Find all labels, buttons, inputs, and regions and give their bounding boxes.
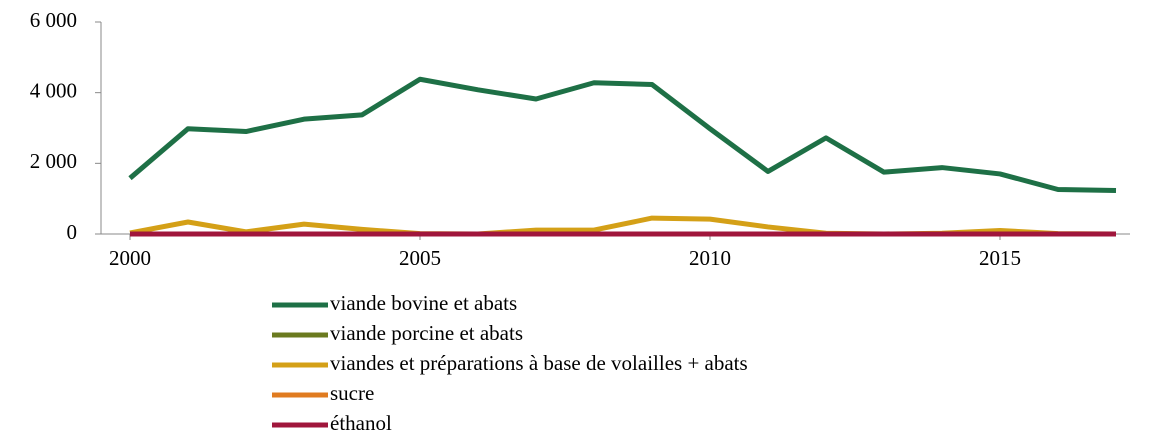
y-tick-label: 0	[67, 220, 78, 244]
x-tick-label: 2010	[689, 246, 731, 270]
y-tick-label: 6 000	[30, 8, 77, 32]
legend-label: viande porcine et abats	[330, 321, 523, 345]
series-line	[128, 76, 1117, 194]
legend-label: viandes et préparations à base de volail…	[330, 351, 748, 375]
y-tick-label: 4 000	[30, 78, 77, 102]
x-tick-label: 2005	[399, 246, 441, 270]
x-tick-label: 2015	[979, 246, 1021, 270]
legend-label: éthanol	[330, 411, 392, 435]
x-tick-label: 2000	[109, 246, 151, 270]
y-tick-label: 2 000	[30, 149, 77, 173]
legend-label: sucre	[330, 381, 374, 405]
legend-label: viande bovine et abats	[330, 291, 517, 315]
